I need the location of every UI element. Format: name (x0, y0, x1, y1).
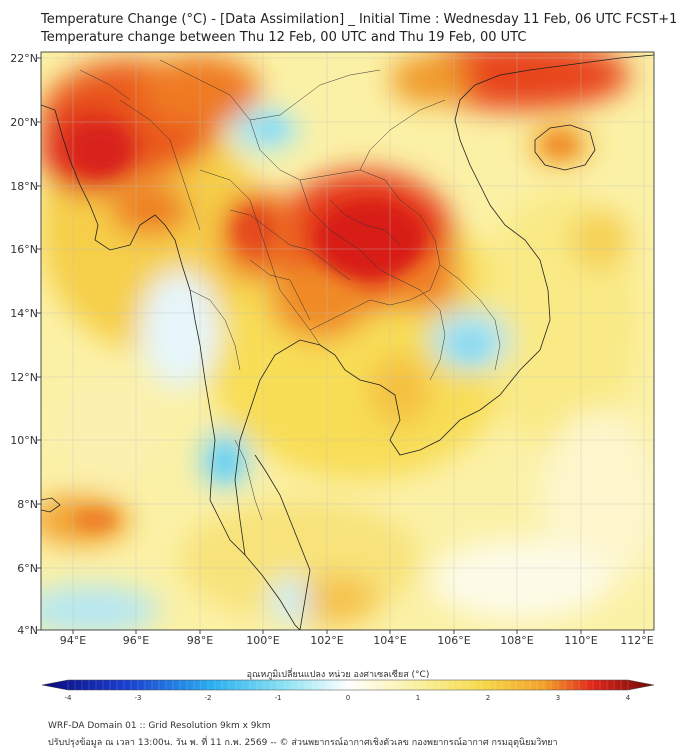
latitude-labels: 22°N 20°N 18°N 16°N 14°N 12°N 10°N 8°N 6… (10, 52, 38, 637)
lon-label: 110°E (564, 634, 597, 647)
lat-label: 22°N (10, 52, 38, 65)
lon-label: 100°E (246, 634, 279, 647)
colorbar: -4 -3 -2 -1 0 1 2 3 4 (41, 679, 655, 702)
coastlines (41, 54, 654, 630)
lat-label: 20°N (10, 116, 38, 129)
admin-borders (79, 59, 501, 521)
map-frame (40, 51, 655, 631)
lon-label: 112°E (620, 634, 653, 647)
colorbar-tick: 3 (556, 694, 560, 702)
colorbar-tick: 1 (416, 694, 420, 702)
chart-title: Temperature Change (°C) - [Data Assimila… (41, 12, 676, 27)
lon-label: 98°E (187, 634, 213, 647)
colorbar-steps (67, 680, 629, 690)
temperature-field (41, 52, 654, 630)
lon-label: 106°E (437, 634, 470, 647)
lon-label: 104°E (373, 634, 406, 647)
graticule (41, 52, 654, 630)
lon-label: 108°E (500, 634, 533, 647)
colorbar-tick: -3 (135, 694, 142, 702)
longitude-labels: 94°E 96°E 98°E 100°E 102°E 104°E 106°E 1… (60, 634, 654, 647)
lat-label: 6°N (17, 562, 38, 575)
lat-label: 12°N (10, 371, 38, 384)
lon-label: 96°E (123, 634, 149, 647)
lon-label: 94°E (60, 634, 86, 647)
chart-subtitle: Temperature change between Thu 12 Feb, 0… (41, 30, 527, 45)
colorbar-title: อุณหภูมิเปลี่ยนแปลง หน่วย องศาเซลเซียส (… (246, 670, 430, 680)
colorbar-bar (41, 679, 655, 691)
footer-model-info: WRF-DA Domain 01 :: Grid Resolution 9km … (48, 721, 271, 731)
colorbar-tick: -2 (205, 694, 212, 702)
colorbar-tick: -4 (65, 694, 73, 702)
lat-label: 4°N (17, 624, 38, 637)
lat-label: 14°N (10, 307, 38, 320)
colorbar-tick: 0 (346, 694, 350, 702)
lat-label: 16°N (10, 243, 38, 256)
colorbar-tick: -1 (275, 694, 282, 702)
lat-label: 10°N (10, 434, 38, 447)
colorbar-tick: 4 (626, 694, 631, 702)
lat-label: 18°N (10, 180, 38, 193)
lon-label: 102°E (310, 634, 343, 647)
lat-label: 8°N (17, 498, 38, 511)
axis-ticks (37, 57, 645, 634)
colorbar-tick: 2 (486, 694, 490, 702)
footer-credit: ปรับปรุงข้อมูล ณ เวลา 13:00น. วัน พ. ที่… (48, 738, 558, 748)
